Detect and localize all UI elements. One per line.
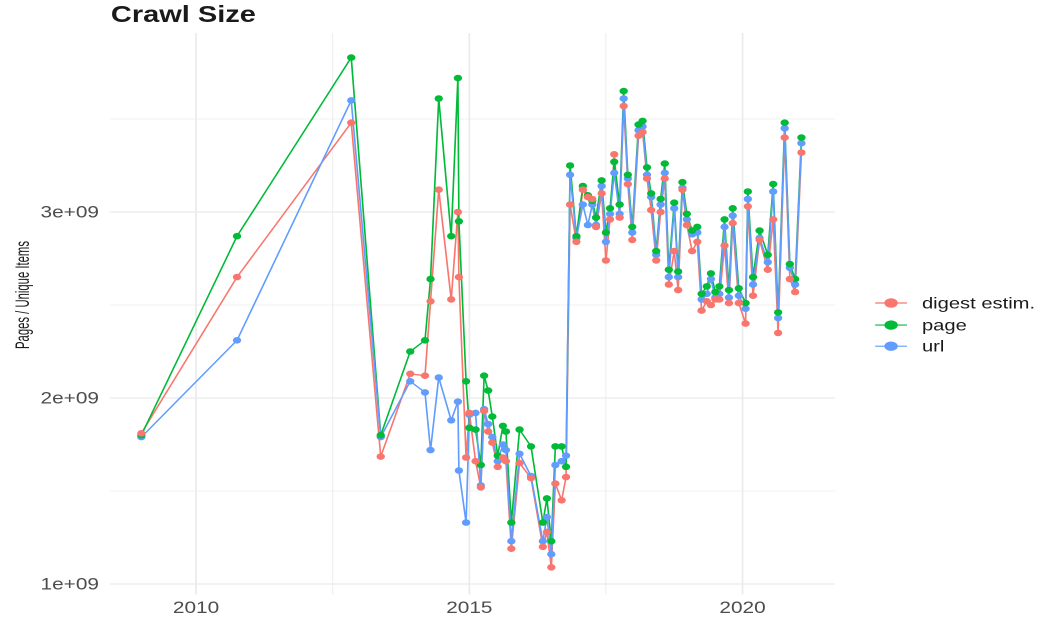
svg-text:2020: 2020 xyxy=(719,598,765,616)
svg-text:digest estim.: digest estim. xyxy=(922,294,1035,312)
svg-text:2010: 2010 xyxy=(173,598,219,616)
svg-text:page: page xyxy=(922,317,967,335)
svg-text:Pages / Unique Items: Pages / Unique Items xyxy=(11,241,33,349)
svg-text:url: url xyxy=(922,338,944,356)
svg-text:1e+09: 1e+09 xyxy=(41,575,99,593)
svg-text:2e+09: 2e+09 xyxy=(41,389,99,407)
svg-text:Crawl Size: Crawl Size xyxy=(111,1,256,27)
svg-text:2015: 2015 xyxy=(446,598,492,616)
svg-text:3e+09: 3e+09 xyxy=(41,203,99,221)
